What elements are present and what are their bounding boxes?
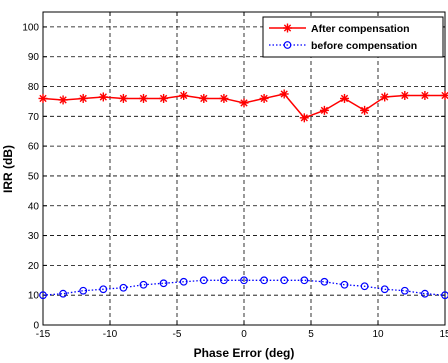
data-point	[159, 93, 169, 103]
data-point	[118, 93, 128, 103]
data-point	[219, 93, 229, 103]
data-point	[319, 105, 329, 115]
data-point	[99, 285, 108, 294]
data-point	[119, 283, 128, 292]
y-tick-label: 90	[28, 52, 40, 63]
y-axis-label: IRR (dB)	[1, 145, 15, 193]
x-axis-ticks: -15 -10 -5 0 5 10 15	[36, 12, 448, 340]
y-tick-label: 50	[28, 171, 40, 182]
x-axis-label: Phase Error (deg)	[194, 346, 295, 360]
data-point	[59, 289, 67, 298]
legend-star-marker	[283, 23, 292, 33]
data-point	[139, 93, 148, 103]
legend-circle-marker	[283, 41, 292, 49]
data-point	[78, 93, 88, 103]
y-tick-label: 30	[28, 231, 40, 242]
data-point	[320, 277, 329, 286]
data-point	[400, 90, 410, 100]
data-point	[139, 280, 148, 289]
data-point	[39, 291, 47, 300]
legend-label-before: before compensation	[311, 40, 417, 52]
y-tick-label: 60	[28, 142, 40, 153]
data-point	[440, 90, 448, 100]
data-point	[421, 289, 429, 298]
x-tick-label: -5	[173, 329, 182, 340]
series-after-compensation	[38, 89, 448, 123]
data-point	[360, 282, 369, 291]
x-tick-label: 5	[308, 329, 314, 340]
data-point	[240, 276, 248, 285]
data-point	[420, 90, 430, 100]
data-point	[340, 93, 349, 103]
grid	[43, 12, 445, 325]
y-tick-label: 40	[28, 201, 40, 212]
data-point	[79, 286, 88, 295]
data-point	[380, 92, 390, 102]
y-tick-label: 20	[28, 261, 40, 272]
data-point	[179, 90, 189, 100]
data-point	[280, 276, 289, 285]
legend-marker-after	[283, 23, 292, 33]
y-tick-label: 100	[22, 22, 39, 33]
data-point	[98, 92, 108, 102]
data-point	[441, 291, 448, 300]
legend-label-after: After compensation	[311, 23, 410, 35]
data-point	[219, 276, 228, 285]
x-tick-label: 0	[241, 329, 247, 340]
data-point	[199, 93, 209, 103]
y-tick-label: 10	[28, 291, 40, 302]
data-point	[340, 280, 349, 289]
data-point	[199, 276, 208, 285]
data-point	[299, 113, 309, 123]
x-tick-label: 15	[439, 329, 448, 340]
y-tick-label: 70	[28, 112, 40, 123]
series-before-compensation	[39, 276, 448, 300]
data-point	[179, 277, 188, 286]
legend-box	[262, 16, 444, 58]
legend: After compensation before compensation	[262, 16, 444, 58]
series-layer	[38, 89, 448, 300]
data-point	[58, 95, 68, 105]
data-point	[38, 93, 48, 103]
y-tick-label: 0	[33, 321, 39, 332]
legend-marker-before	[283, 41, 292, 49]
y-axis-ticks: 0 10 20 30 40 50 60 70 80 90 100	[22, 22, 445, 332]
data-point	[260, 276, 269, 285]
y-tick-label: 80	[28, 82, 40, 93]
data-point	[380, 285, 389, 294]
x-tick-label: 10	[372, 329, 384, 340]
data-point	[360, 105, 370, 115]
data-point	[300, 276, 309, 285]
data-point	[400, 286, 409, 295]
data-point	[279, 89, 289, 99]
x-tick-label: -15	[36, 329, 51, 340]
x-tick-label: -10	[103, 329, 118, 340]
data-point	[159, 279, 168, 288]
series-line	[42, 279, 446, 296]
data-point	[239, 98, 249, 108]
data-point	[259, 93, 269, 103]
